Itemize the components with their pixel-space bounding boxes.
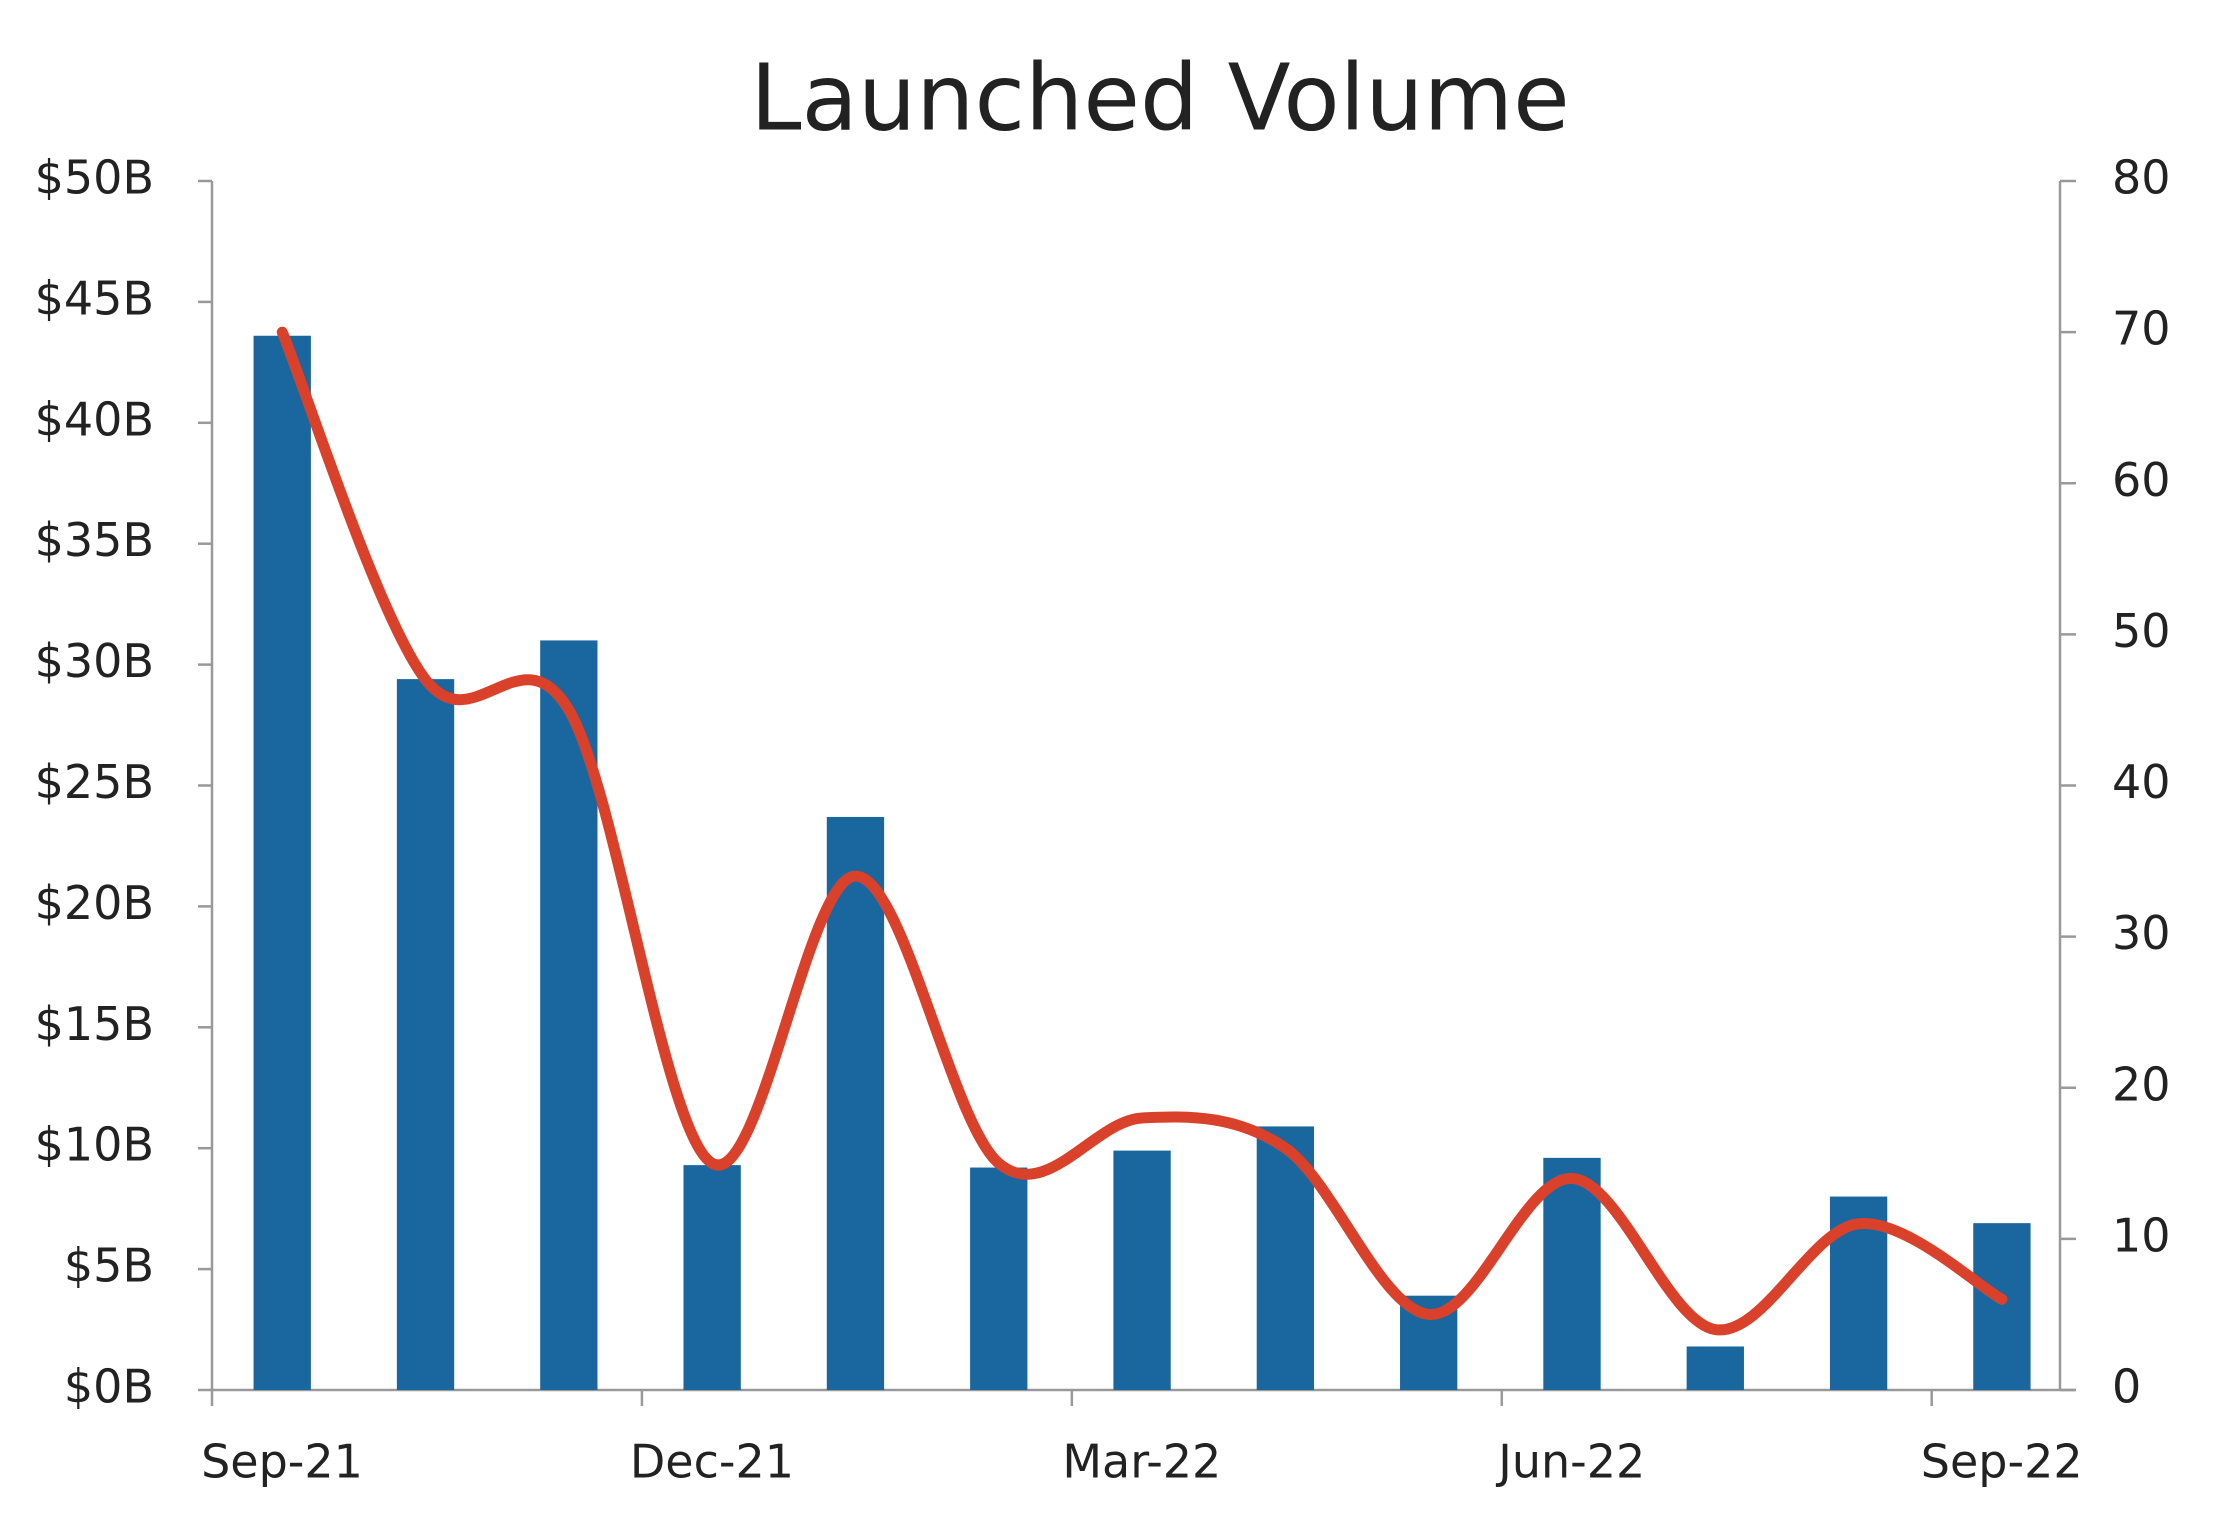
bar bbox=[1113, 1150, 1171, 1390]
y2-tick-label: 50 bbox=[2112, 604, 2171, 658]
y-tick-label: $10B bbox=[35, 1118, 154, 1172]
y-tick-label: $50B bbox=[35, 151, 154, 205]
x-tick-label: Mar-22 bbox=[1062, 1435, 1221, 1489]
bar bbox=[970, 1167, 1028, 1390]
x-tick-label: Jun-22 bbox=[1495, 1435, 1645, 1489]
y2-tick-label: 0 bbox=[2112, 1360, 2141, 1414]
bar bbox=[826, 816, 885, 1390]
y-tick-label: $5B bbox=[64, 1239, 154, 1293]
y-tick-label: $20B bbox=[35, 876, 154, 930]
y2-tick-label: 20 bbox=[2112, 1057, 2171, 1111]
bar bbox=[683, 1165, 741, 1390]
y-tick-label: $40B bbox=[35, 392, 154, 446]
bar bbox=[1543, 1157, 1601, 1390]
x-tick-label: Dec-21 bbox=[630, 1435, 794, 1489]
y-tick-label: $0B bbox=[64, 1360, 154, 1414]
chart-title: Launched Volume bbox=[750, 44, 1570, 151]
y2-tick-label: 30 bbox=[2112, 906, 2171, 960]
x-tick-label: Sep-21 bbox=[201, 1435, 363, 1489]
x-tick-label: Sep-22 bbox=[1921, 1435, 2083, 1489]
line bbox=[276, 326, 2008, 1336]
y-tick-label: $30B bbox=[35, 634, 154, 688]
y2-tick-label: 80 bbox=[2112, 151, 2171, 205]
y-tick-label: $45B bbox=[35, 271, 154, 325]
y2-tick-label: 40 bbox=[2112, 755, 2171, 809]
bar bbox=[1686, 1346, 1744, 1390]
y-tick-label: $15B bbox=[35, 997, 154, 1051]
y-tick-label: $25B bbox=[35, 755, 154, 809]
y2-tick-label: 10 bbox=[2112, 1208, 2171, 1262]
y2-tick-label: 60 bbox=[2112, 453, 2171, 507]
y2-tick-label: 70 bbox=[2112, 302, 2171, 356]
bar bbox=[1973, 1223, 2031, 1390]
y-tick-label: $35B bbox=[35, 513, 154, 567]
bar bbox=[253, 335, 311, 1391]
bar bbox=[396, 679, 455, 1390]
